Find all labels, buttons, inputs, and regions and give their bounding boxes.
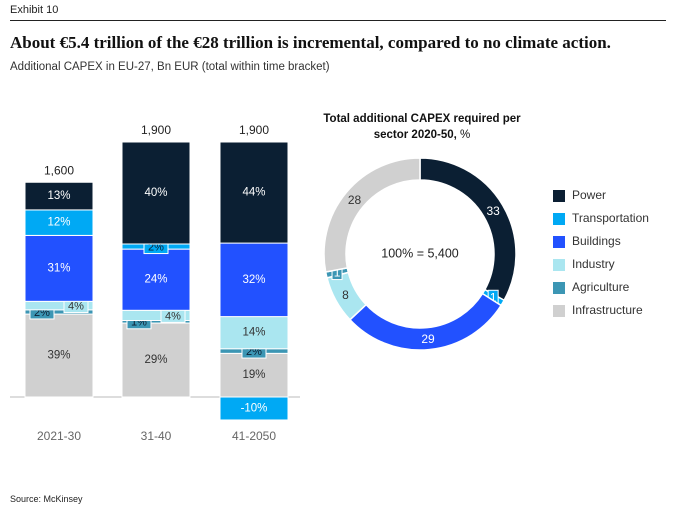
donut-segment	[419, 157, 517, 302]
value-label: 24%	[144, 274, 167, 286]
legend-swatch	[553, 259, 565, 271]
donut-title-text: Total additional CAPEX required per sect…	[323, 113, 521, 141]
donut-label: 1	[490, 290, 497, 304]
bar-segment	[121, 322, 191, 398]
value-label: -10%	[241, 403, 268, 415]
bar-segment	[24, 181, 94, 211]
legend-swatch	[553, 282, 565, 294]
legend-label: Infrastructure	[572, 303, 643, 317]
legend-swatch	[553, 236, 565, 248]
value-label: 44%	[242, 187, 265, 199]
bar-segment	[219, 396, 289, 421]
donut-unit: %	[460, 129, 471, 141]
value-label: 32%	[242, 274, 265, 286]
total-label: 1,600	[44, 163, 74, 177]
total-label: 1,900	[141, 123, 171, 137]
title: About €5.4 trillion of the €28 trillion …	[10, 33, 611, 52]
legend-label: Power	[572, 188, 606, 202]
header-rule	[10, 20, 666, 21]
value-label: 4%	[165, 310, 181, 322]
value-label: 12%	[47, 217, 70, 229]
source: Source: McKinsey	[10, 494, 83, 504]
donut-label: 1	[334, 266, 341, 280]
x-tick-label: 31-40	[141, 429, 172, 443]
legend-label: Buildings	[572, 234, 621, 248]
donut-label: 29	[421, 332, 435, 346]
value-label: 31%	[47, 262, 70, 274]
x-tick-label: 2021-30	[37, 429, 81, 443]
value-label: 4%	[68, 300, 84, 312]
value-label: 13%	[47, 190, 70, 202]
exhibit-label: Exhibit 10	[10, 4, 59, 16]
bar-segment	[121, 248, 191, 311]
value-label: 40%	[144, 187, 167, 199]
legend-label: Industry	[572, 257, 615, 271]
total-label: 1,900	[239, 123, 269, 137]
bar-segment	[121, 141, 191, 245]
legend-swatch	[553, 213, 565, 225]
legend-swatch	[553, 190, 565, 202]
x-tick-label: 41-2050	[232, 429, 276, 443]
bar-segment	[219, 316, 289, 350]
legend-swatch	[553, 305, 565, 317]
chart: 39%2%4%31%12%13%1,6002021-3029%1%4%24%2%…	[10, 123, 649, 443]
subtitle: Additional CAPEX in EU-27, Bn EUR (total…	[10, 61, 330, 73]
donut-title: Total additional CAPEX required per sect…	[322, 111, 522, 143]
value-label: 14%	[242, 327, 265, 339]
value-label: 19%	[242, 369, 265, 381]
legend-label: Transportation	[572, 211, 649, 225]
donut-segment	[323, 157, 421, 273]
donut-label: 8	[342, 288, 349, 302]
value-label: 29%	[144, 354, 167, 366]
bar-segment	[219, 141, 289, 244]
bar-segment	[24, 234, 94, 302]
donut-label: 33	[486, 204, 500, 218]
value-label: 39%	[47, 350, 70, 362]
donut-center-label: 100% = 5,400	[381, 246, 459, 260]
legend-label: Agriculture	[572, 280, 630, 294]
donut-label: 28	[348, 193, 362, 207]
